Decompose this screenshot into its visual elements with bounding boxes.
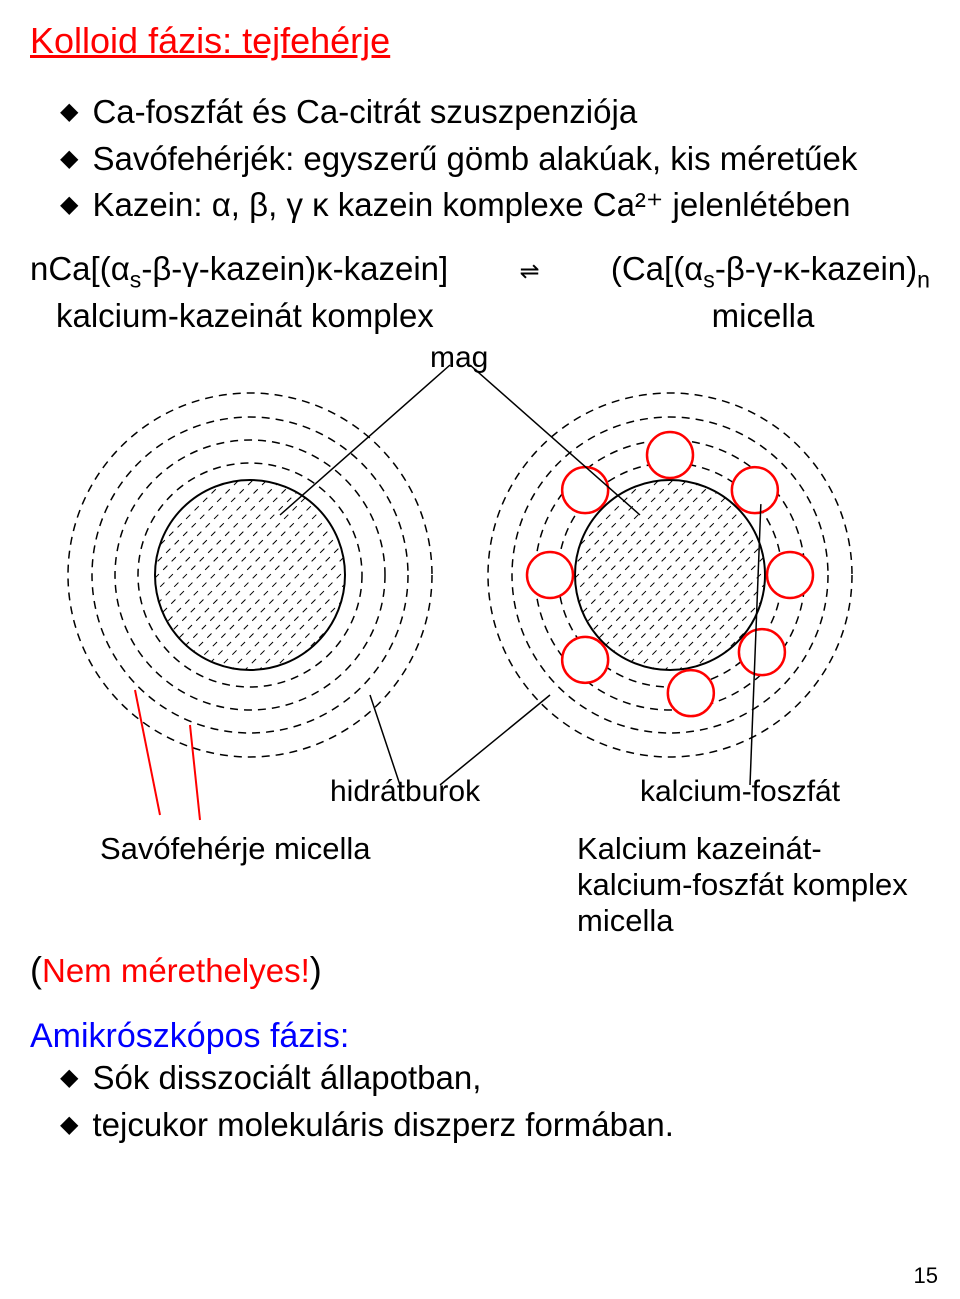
paren-open: (: [30, 949, 42, 990]
diamond-icon: ◆: [60, 143, 78, 175]
bullet-item: ◆ tejcukor molekuláris diszperz formában…: [60, 1103, 930, 1148]
equation-left: nCa[(αs-β-γ-kazein)κ-kazein]: [30, 250, 448, 294]
bullet-list-2: ◆ Sók disszociált állapotban, ◆ tejcukor…: [60, 1056, 930, 1147]
caption-row: Savófehérje micella Kalcium kazeinát-kal…: [30, 831, 930, 939]
equation-right: (Ca[(αs-β-γ-κ-kazein)n: [611, 250, 930, 294]
equation-desc-row: kalcium-kazeinát komplex micella: [30, 297, 930, 335]
diagram-svg: [30, 345, 930, 825]
caption-left: Savófehérje micella: [30, 831, 577, 939]
bullet-text: Ca-foszfát és Ca-citrát szuszpenziója: [92, 90, 930, 135]
diamond-icon: ◆: [60, 1109, 78, 1141]
bullet-list-1: ◆ Ca-foszfát és Ca-citrát szuszpenziója …: [60, 90, 930, 228]
kalcium-foszfat-label: kalcium-foszfát: [640, 775, 840, 809]
bullet-item: ◆ Sók disszociált állapotban,: [60, 1056, 930, 1101]
bullet-text: Sók disszociált állapotban,: [92, 1056, 930, 1101]
slide-page: Kolloid fázis: tejfehérje ◆ Ca-foszfát é…: [0, 0, 960, 1299]
bullet-text: Kazein: α, β, γ κ kazein komplexe Ca²⁺ j…: [92, 183, 930, 228]
bullet-text: Savófehérjék: egyszerű gömb alakúak, kis…: [92, 137, 930, 182]
bullet-item: ◆ Kazein: α, β, γ κ kazein komplexe Ca²⁺…: [60, 183, 930, 228]
page-title: Kolloid fázis: tejfehérje: [30, 20, 930, 62]
equation-desc-right: micella: [596, 297, 930, 335]
diamond-icon: ◆: [60, 96, 78, 128]
scale-note: (Nem mérethelyes!): [30, 949, 930, 991]
micelle-diagram: mag hidrátburok kalcium-foszfát: [30, 345, 930, 825]
note-text: Nem mérethelyes!: [42, 952, 310, 989]
page-number: 15: [914, 1263, 938, 1289]
equation-desc-left: kalcium-kazeinát komplex: [30, 297, 596, 335]
paren-close: ): [310, 949, 322, 990]
hidratburok-label: hidrátburok: [330, 775, 480, 809]
caption-right: Kalcium kazeinát-kalcium-foszfát komplex…: [577, 831, 930, 939]
subheading: Amikrószkópos fázis:: [30, 1017, 930, 1056]
mag-label: mag: [430, 341, 488, 375]
bullet-text: tejcukor molekuláris diszperz formában.: [92, 1103, 930, 1148]
bullet-item: ◆ Ca-foszfát és Ca-citrát szuszpenziója: [60, 90, 930, 135]
equation-row: nCa[(αs-β-γ-kazein)κ-kazein] ⇌ (Ca[(αs-β…: [30, 250, 930, 294]
bullet-item: ◆ Savófehérjék: egyszerű gömb alakúak, k…: [60, 137, 930, 182]
equilibrium-arrow-icon: ⇌: [507, 257, 551, 286]
diamond-icon: ◆: [60, 1062, 78, 1094]
diamond-icon: ◆: [60, 189, 78, 221]
